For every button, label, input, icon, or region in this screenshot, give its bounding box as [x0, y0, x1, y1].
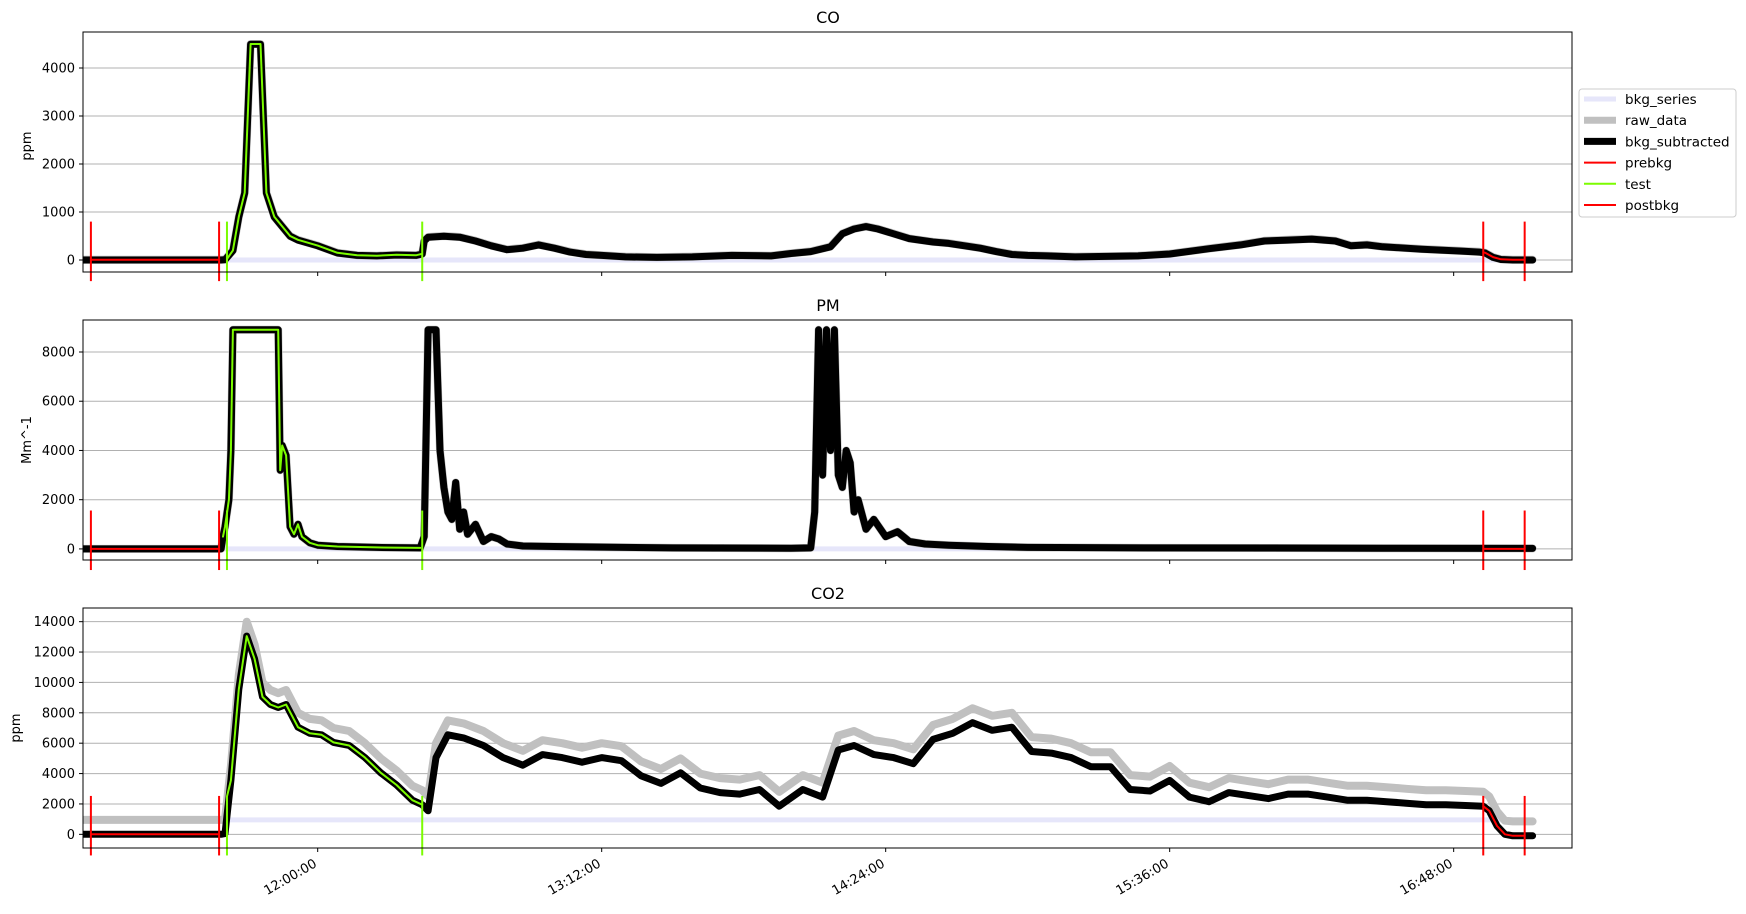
y-tick-label: 3000	[42, 110, 75, 125]
pm-title: PM	[816, 296, 839, 315]
x-tick-label: 16:48:00	[1398, 856, 1456, 898]
y-tick-label: 2000	[42, 158, 75, 173]
legend-frame	[1578, 88, 1737, 218]
y-tick-label: 4000	[42, 444, 75, 459]
y-tick-label: 4000	[42, 62, 75, 77]
y-tick-label: 0	[67, 542, 75, 557]
pm-series-test	[222, 328, 422, 549]
x-tick-label: 13:12:00	[546, 856, 604, 898]
legend-label-postbkg: postbkg	[1625, 198, 1679, 214]
co2-series-raw-data	[83, 617, 1537, 826]
y-tick-label: 0	[67, 254, 75, 269]
co2-ylabel: ppm	[9, 713, 24, 742]
y-tick-label: 4000	[42, 767, 75, 782]
y-tick-label: 12000	[34, 646, 75, 661]
co2-series-postbkg	[1482, 805, 1526, 837]
co2-panel: CO2 ppm 0 2000 4000 6000 8000 10000 12000 14000…	[9, 584, 1573, 899]
legend-label-test: test	[1625, 177, 1651, 193]
y-tick-label: 0	[67, 828, 75, 843]
co2-series-bkg-subtracted	[83, 632, 1537, 840]
y-tick-label: 8000	[42, 346, 75, 361]
x-tick-label: 12:00:00	[262, 856, 320, 898]
legend-label-prebkg: prebkg	[1625, 156, 1672, 172]
co-axes-frame	[82, 31, 1573, 273]
co-series-bkg-subtracted	[83, 40, 1537, 264]
co2-axes-frame	[82, 607, 1573, 849]
pm-axes-frame	[82, 319, 1573, 561]
co-series-group	[83, 40, 1537, 264]
co-ylabel: ppm	[20, 131, 35, 160]
y-tick-label: 2000	[42, 493, 75, 508]
co-series-raw-data	[83, 40, 1537, 264]
y-tick-label: 10000	[34, 676, 75, 691]
pm-series-group	[83, 325, 1537, 553]
y-tick-label: 6000	[42, 395, 75, 410]
legend-label-bkg-subtracted: bkg_subtracted	[1625, 134, 1730, 150]
y-tick-label: 2000	[42, 797, 75, 812]
x-tick-label: 14:24:00	[830, 856, 888, 898]
co2-series-test	[226, 635, 424, 806]
legend-label-raw-data: raw_data	[1625, 113, 1687, 129]
co-title: CO	[816, 8, 840, 27]
legend-label-bkg-series: bkg_series	[1625, 92, 1697, 108]
co2-title: CO2	[811, 584, 845, 603]
y-tick-label: 8000	[42, 706, 75, 721]
pm-series-bkg-subtracted	[83, 326, 1537, 553]
co-panel: CO ppm 0 1000 2000 3000 4000	[20, 8, 1573, 282]
pm-panel: PM Mm^-1 0 2000 4000 6000 8000	[20, 296, 1573, 571]
pm-ylabel: Mm^-1	[20, 416, 35, 464]
co-series-postbkg	[1482, 251, 1526, 261]
x-tick-label: 15:36:00	[1114, 856, 1172, 898]
y-tick-label: 6000	[42, 737, 75, 752]
co2-series-group	[83, 617, 1537, 840]
y-tick-label: 1000	[42, 206, 75, 221]
y-tick-label: 14000	[34, 615, 75, 630]
co-series-test	[226, 43, 424, 260]
